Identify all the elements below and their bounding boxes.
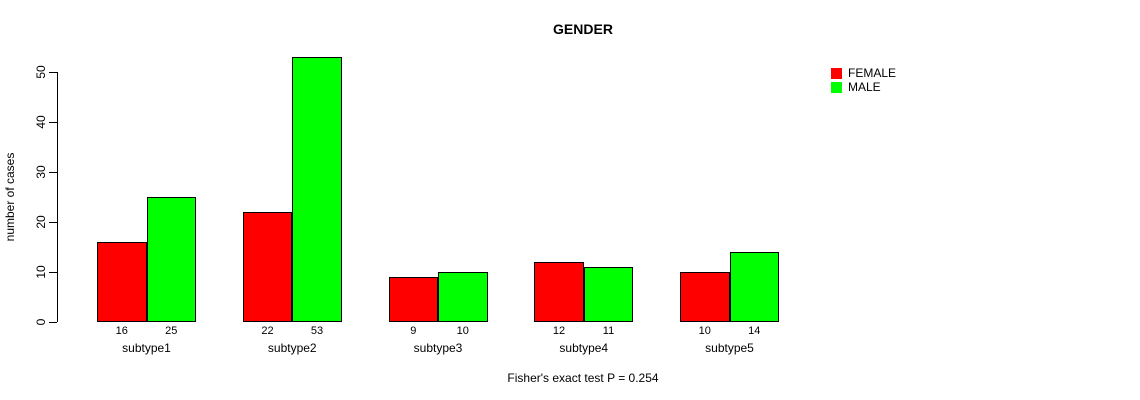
- bar-value-label: 10: [698, 325, 711, 337]
- legend-swatch-female: [831, 67, 842, 79]
- bar-male-subtype1: [146, 197, 196, 322]
- legend-entry-male: MALE: [831, 80, 896, 94]
- y-tick-mark: [49, 122, 57, 123]
- y-tick-mark: [49, 72, 57, 73]
- bar-female-subtype1: [97, 242, 147, 322]
- category-label-subtype5: subtype5: [705, 341, 754, 355]
- bar-female-subtype5: [680, 272, 730, 322]
- bar-male-subtype5: [729, 252, 779, 322]
- y-tick-mark: [49, 322, 57, 323]
- bar-value-label: 11: [602, 325, 615, 337]
- bar-value-label: 10: [456, 325, 469, 337]
- y-tick-label: 40: [34, 115, 48, 129]
- y-axis-line: [57, 72, 58, 322]
- y-tick-mark: [49, 272, 57, 273]
- legend-label: FEMALE: [848, 66, 897, 80]
- bar-value-label: 53: [310, 325, 324, 337]
- y-tick-label: 10: [34, 265, 48, 279]
- legend-entry-female: FEMALE: [831, 66, 896, 80]
- bar-female-subtype2: [242, 212, 293, 322]
- bar-male-subtype4: [583, 267, 634, 322]
- bar-male-subtype2: [292, 57, 342, 322]
- legend-swatch-male: [831, 81, 842, 93]
- category-label-subtype3: subtype3: [413, 341, 463, 355]
- legend: FEMALE MALE: [831, 66, 896, 94]
- bar-female-subtype4: [534, 262, 584, 322]
- legend-label: MALE: [848, 80, 881, 94]
- y-tick-label: 20: [34, 215, 48, 229]
- category-label-subtype4: subtype4: [559, 341, 609, 355]
- y-axis-label: number of cases: [3, 152, 17, 242]
- chart-title: GENDER: [553, 21, 613, 37]
- y-tick-mark: [49, 222, 57, 223]
- bar-value-label: 12: [552, 325, 566, 337]
- y-tick-mark: [49, 172, 57, 173]
- bar-value-label: 9: [410, 325, 417, 337]
- y-tick-label: 0: [34, 318, 48, 326]
- category-label-subtype2: subtype2: [267, 341, 317, 355]
- bar-female-subtype3: [388, 277, 438, 322]
- caption-fishers-test: Fisher's exact test P = 0.254: [507, 371, 659, 385]
- bar-male-subtype3: [438, 272, 488, 322]
- bar-value-label: 16: [115, 325, 128, 337]
- bar-value-label: 14: [748, 325, 761, 337]
- bar-value-label: 22: [261, 325, 274, 337]
- y-tick-label: 50: [34, 65, 48, 79]
- category-label-subtype1: subtype1: [122, 341, 171, 355]
- bar-value-label: 25: [165, 325, 178, 337]
- y-tick-label: 30: [34, 165, 48, 179]
